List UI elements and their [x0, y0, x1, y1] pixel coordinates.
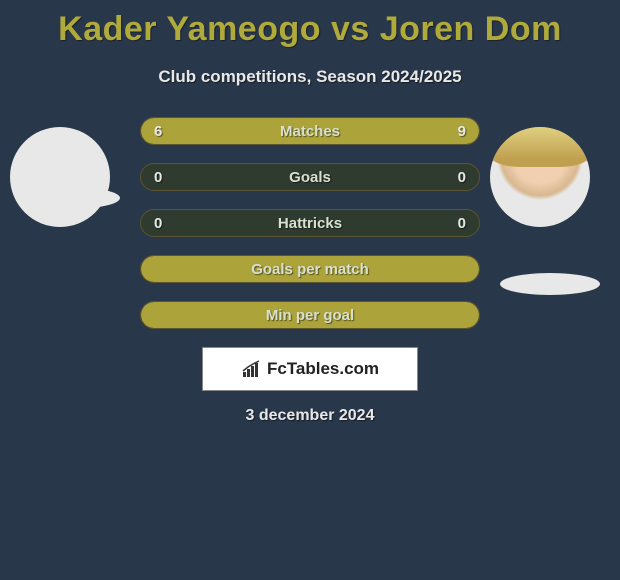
stat-label: Goals — [140, 163, 480, 191]
source-logo-text: FcTables.com — [267, 359, 379, 379]
stat-label: Hattricks — [140, 209, 480, 237]
stat-row: Goals0 0 — [140, 163, 480, 191]
stats-area: Matches69Goals00Hattricks00Goals per mat… — [0, 117, 620, 329]
player-right-avatar — [490, 127, 590, 227]
snapshot-date: 3 december 2024 — [0, 407, 620, 425]
stat-row: Goals per match — [140, 255, 480, 283]
stat-value-right: 9 — [458, 117, 466, 145]
stat-value-left: 6 — [154, 117, 162, 145]
stat-label: Matches — [140, 117, 480, 145]
comparison-subtitle: Club competitions, Season 2024/2025 — [0, 67, 620, 87]
stat-value-left: 0 — [154, 209, 162, 237]
stat-value-right: 0 — [458, 209, 466, 237]
stat-row: Matches6 9 — [140, 117, 480, 145]
stat-bars: Matches69Goals00Hattricks00Goals per mat… — [140, 117, 480, 329]
comparison-title: Kader Yameogo vs Joren Dom — [0, 0, 620, 49]
stat-label: Goals per match — [140, 255, 480, 283]
chart-icon — [241, 360, 263, 378]
stat-label: Min per goal — [140, 301, 480, 329]
stat-row: Min per goal — [140, 301, 480, 329]
source-logo: FcTables.com — [202, 347, 418, 391]
player-left-avatar — [10, 127, 110, 227]
player-left-shadow — [20, 187, 120, 209]
stat-value-left: 0 — [154, 163, 162, 191]
stat-row: Hattricks0 0 — [140, 209, 480, 237]
player-right-shadow — [500, 273, 600, 295]
stat-value-right: 0 — [458, 163, 466, 191]
